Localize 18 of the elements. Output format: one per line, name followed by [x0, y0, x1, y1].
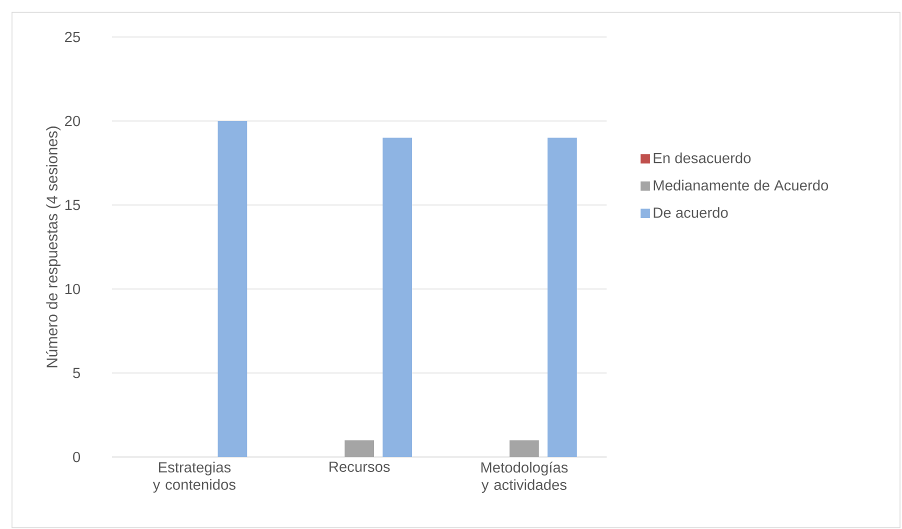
y-tick-label: 10 [65, 284, 80, 294]
y-tick-label: 0 [73, 452, 80, 462]
bar [344, 440, 374, 457]
x-tick-label: Estrategias y contenidos [152, 462, 236, 493]
y-axis-title: Número de respuestas (4 sesiones) [46, 126, 60, 368]
bar [218, 121, 248, 457]
y-tick-label: 15 [65, 200, 80, 210]
bar [382, 138, 412, 457]
y-tick-label: 20 [65, 116, 80, 126]
legend-label: En desacuerdo [654, 152, 751, 164]
x-tick-label: Metodologías y actividades [481, 462, 568, 493]
bar [510, 440, 539, 457]
y-tick-label: 25 [65, 32, 80, 42]
legend-label: Medianamente de Acuerdo [654, 180, 828, 191]
x-tick-label: Recursos [330, 462, 390, 472]
y-tick-label: 5 [73, 368, 80, 378]
legend-label: De acuerdo [654, 207, 728, 218]
bar [548, 138, 577, 457]
